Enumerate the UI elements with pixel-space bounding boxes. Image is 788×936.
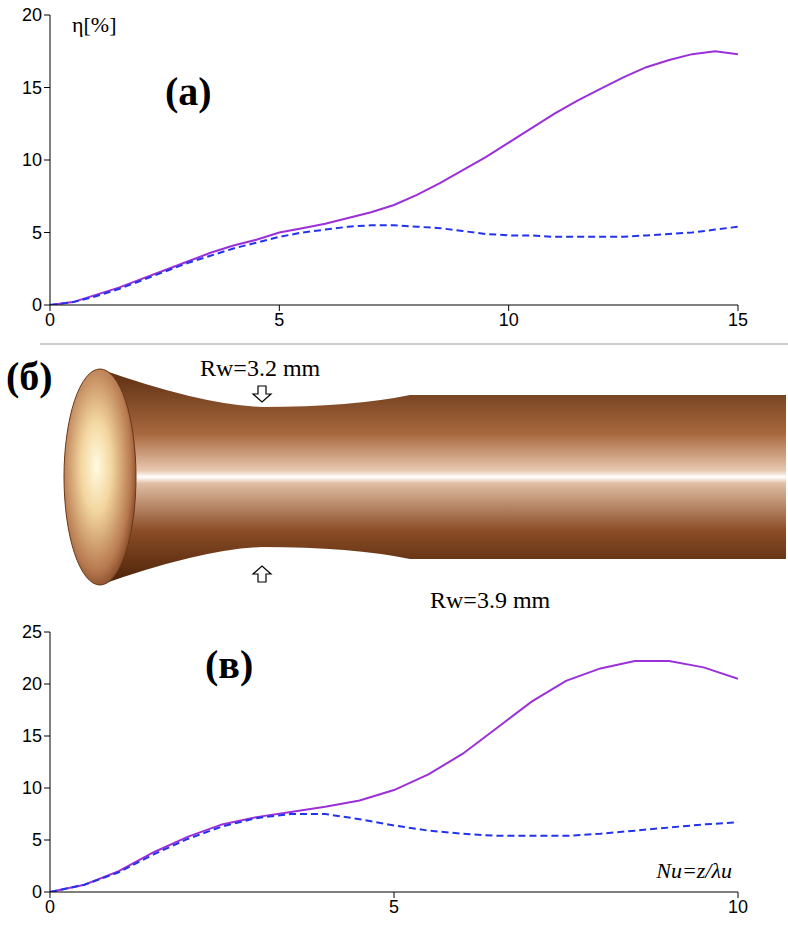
svg-text:(б): (б) (6, 354, 53, 399)
svg-text:15: 15 (22, 78, 42, 98)
svg-text:10: 10 (22, 150, 42, 170)
svg-text:5: 5 (32, 223, 42, 243)
svg-text:10: 10 (499, 310, 519, 330)
svg-text:Rw=3.2 mm: Rw=3.2 mm (200, 355, 321, 381)
svg-text:5: 5 (274, 310, 284, 330)
svg-text:15: 15 (728, 310, 748, 330)
svg-text:20: 20 (22, 674, 42, 694)
svg-text:10: 10 (22, 778, 42, 798)
svg-text:20: 20 (22, 5, 42, 25)
svg-text:0: 0 (45, 310, 55, 330)
html-text:η[%]: η[%] (72, 12, 117, 37)
svg-text:Rw=3.9 mm: Rw=3.9 mm (430, 587, 551, 613)
svg-text:5: 5 (389, 897, 399, 917)
svg-text:25: 25 (22, 622, 42, 642)
svg-text:10: 10 (728, 897, 748, 917)
html-text:(a): (a) (165, 69, 212, 114)
svg-text:15: 15 (22, 726, 42, 746)
svg-text:5: 5 (32, 830, 42, 850)
svg-text:0: 0 (32, 882, 42, 902)
svg-text:0: 0 (45, 897, 55, 917)
svg-text:0: 0 (32, 295, 42, 315)
html-text:(в): (в) (205, 642, 254, 687)
html-text:Nu=z/λu: Nu=z/λu (656, 858, 732, 883)
